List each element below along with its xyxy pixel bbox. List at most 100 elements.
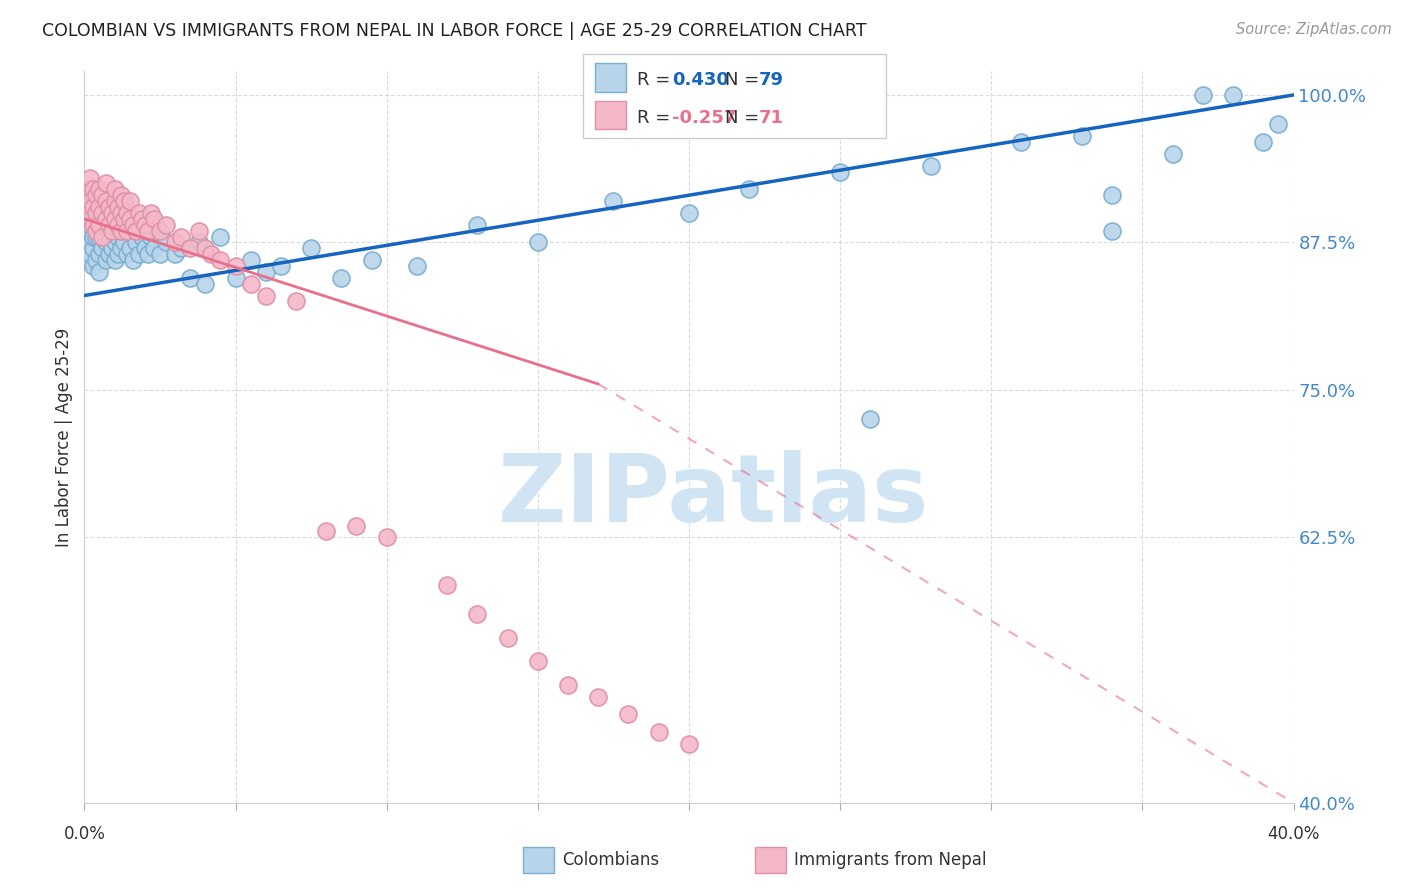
Text: 40.0%: 40.0%	[1267, 825, 1320, 843]
Point	[125, 235, 148, 250]
Point	[270, 259, 292, 273]
Point	[163, 235, 186, 250]
Point	[89, 211, 111, 226]
Point	[149, 224, 172, 238]
Point	[602, 194, 624, 208]
Point	[79, 194, 101, 208]
Point	[76, 241, 98, 255]
Point	[94, 211, 117, 226]
Point	[859, 412, 882, 426]
Point	[330, 270, 353, 285]
Point	[163, 247, 186, 261]
Point	[97, 218, 120, 232]
Text: Colombians: Colombians	[562, 851, 659, 869]
Point	[94, 177, 117, 191]
Point	[188, 224, 211, 238]
Point	[142, 211, 165, 226]
Point	[225, 270, 247, 285]
Point	[82, 200, 104, 214]
Point	[110, 188, 132, 202]
Point	[86, 200, 108, 214]
Point	[239, 253, 262, 268]
Point	[94, 235, 117, 250]
Point	[79, 235, 101, 250]
Point	[110, 218, 132, 232]
Point	[1101, 224, 1123, 238]
Point	[1161, 147, 1184, 161]
Point	[678, 206, 700, 220]
Point	[89, 218, 111, 232]
Text: ZIPatlas: ZIPatlas	[498, 450, 929, 541]
Point	[86, 229, 108, 244]
Point	[76, 253, 98, 268]
Point	[526, 235, 548, 250]
Point	[209, 253, 232, 268]
Y-axis label: In Labor Force | Age 25-29: In Labor Force | Age 25-29	[55, 327, 73, 547]
Point	[678, 737, 700, 751]
Point	[131, 211, 153, 226]
Point	[375, 530, 398, 544]
Point	[82, 182, 104, 196]
Point	[100, 206, 122, 220]
Point	[76, 224, 98, 238]
Point	[97, 206, 120, 220]
Point	[239, 277, 262, 291]
Point	[121, 253, 143, 268]
Point	[142, 241, 165, 255]
Point	[194, 241, 217, 255]
Point	[155, 235, 177, 250]
Point	[82, 241, 104, 255]
Point	[94, 218, 117, 232]
Point	[526, 654, 548, 668]
Point	[139, 229, 162, 244]
Point	[91, 241, 114, 255]
Point	[94, 253, 117, 268]
Point	[118, 211, 141, 226]
Point	[194, 277, 217, 291]
Point	[125, 224, 148, 238]
Point	[200, 247, 222, 261]
Point	[149, 247, 172, 261]
Point	[179, 241, 201, 255]
Point	[225, 259, 247, 273]
Point	[170, 229, 193, 244]
Text: 71: 71	[759, 109, 785, 127]
Point	[79, 206, 101, 220]
Point	[346, 518, 368, 533]
Point	[254, 288, 277, 302]
Text: N =: N =	[725, 71, 765, 89]
Point	[118, 224, 141, 238]
Point	[82, 218, 104, 232]
Point	[82, 229, 104, 244]
Point	[436, 577, 458, 591]
Point	[115, 224, 138, 238]
Point	[112, 194, 135, 208]
Point	[1010, 135, 1032, 149]
Text: 0.430: 0.430	[672, 71, 728, 89]
Point	[100, 224, 122, 238]
Point	[79, 247, 101, 261]
Point	[467, 218, 489, 232]
Point	[82, 211, 104, 226]
Point	[299, 241, 322, 255]
Point	[1071, 129, 1094, 144]
Point	[1222, 87, 1244, 102]
Point	[110, 206, 132, 220]
Point	[315, 524, 337, 539]
Point	[467, 607, 489, 621]
Point	[406, 259, 429, 273]
Point	[360, 253, 382, 268]
Point	[738, 182, 761, 196]
Text: 0.0%: 0.0%	[63, 825, 105, 843]
Point	[136, 224, 159, 238]
Point	[139, 206, 162, 220]
Point	[91, 229, 114, 244]
Point	[86, 188, 108, 202]
Point	[107, 218, 129, 232]
Point	[131, 229, 153, 244]
Point	[89, 229, 111, 244]
Point	[112, 211, 135, 226]
Point	[89, 200, 111, 214]
Point	[76, 200, 98, 214]
Point	[107, 247, 129, 261]
